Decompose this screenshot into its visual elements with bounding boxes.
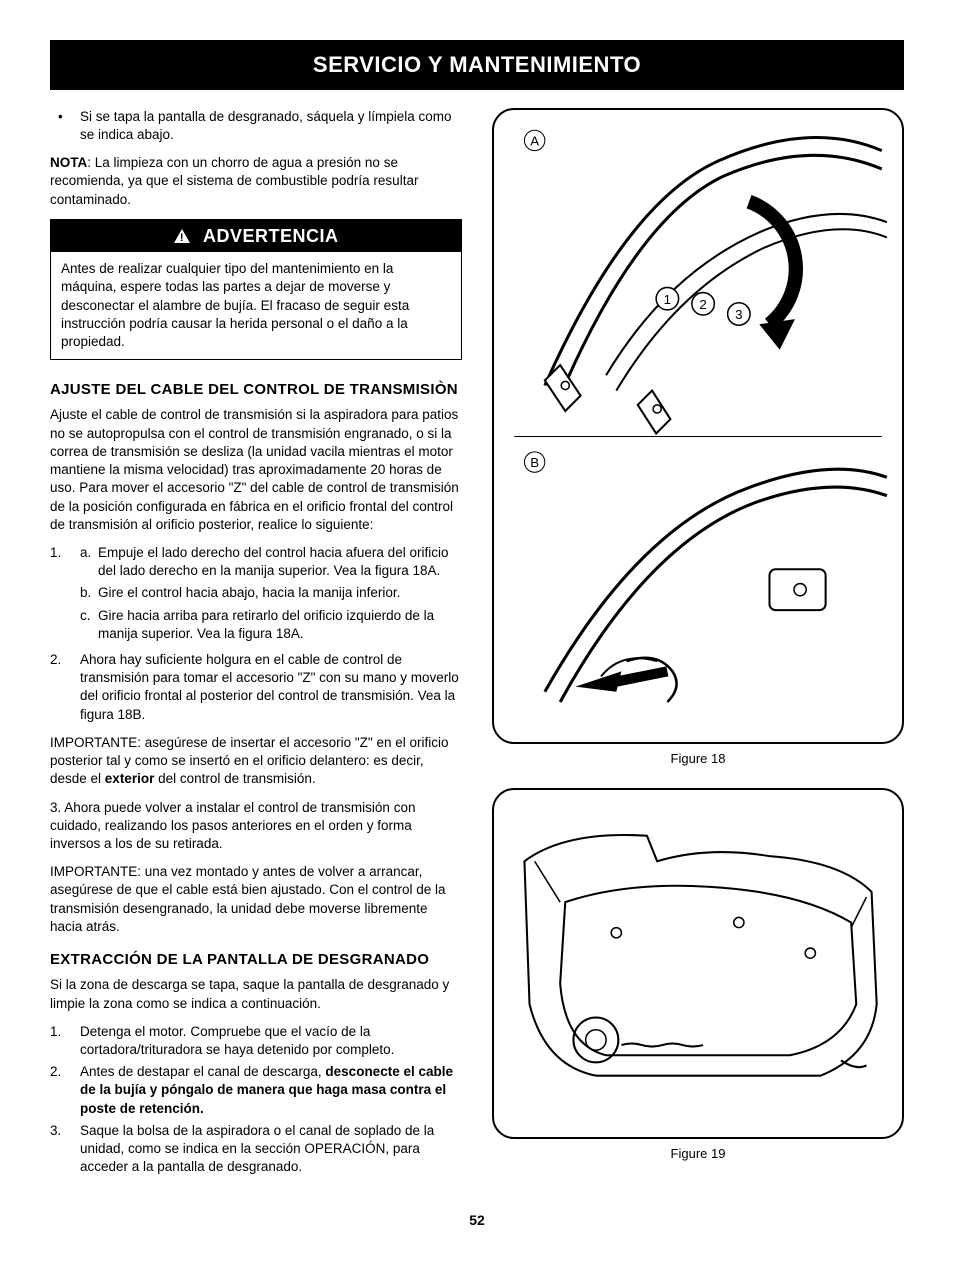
- numbered-list: 1. Detenga el motor. Compruebe que el va…: [50, 1023, 462, 1177]
- imp-bold: exterior: [105, 771, 155, 786]
- sub-text: Gire el control hacia abajo, hacia la ma…: [98, 584, 462, 602]
- sub-letter: b.: [80, 584, 98, 602]
- svg-text:3: 3: [735, 307, 742, 322]
- item-pre: Antes de destapar el canal de descarga,: [80, 1064, 325, 1079]
- section-paragraph: Si la zona de descarga se tapa, saque la…: [50, 976, 462, 1012]
- list-item: 1. a. Empuje el lado derecho del control…: [50, 544, 462, 647]
- sub-item: c. Gire hacia arriba para retirarlo del …: [80, 607, 462, 643]
- svg-text:2: 2: [699, 297, 706, 312]
- section-heading: EXTRACCIÓN DE LA PANTALLA DE DESGRANADO: [50, 950, 462, 970]
- left-column: • Si se tapa la pantalla de desgranado, …: [50, 108, 462, 1187]
- page-title: SERVICIO Y MANTENIMIENTO: [50, 40, 904, 90]
- svg-text:A: A: [530, 133, 539, 148]
- warning-header-text: ADVERTENCIA: [203, 226, 339, 246]
- sub-letter: c.: [80, 607, 98, 643]
- item-number: 1.: [50, 544, 80, 647]
- warning-body: Antes de realizar cualquier tipo del man…: [51, 252, 461, 359]
- note-label: NOTA: [50, 155, 87, 170]
- figure-18-frame: A 1 2 3: [492, 108, 904, 745]
- bullet-item: • Si se tapa la pantalla de desgranado, …: [50, 108, 462, 144]
- section-paragraph: 3. Ahora puede volver a instalar el cont…: [50, 799, 462, 854]
- sub-text: Gire hacia arriba para retirarlo del ori…: [98, 607, 462, 643]
- warning-box: ! ADVERTENCIA Antes de realizar cualquie…: [50, 219, 462, 360]
- list-item: 2. Ahora hay suficiente holgura en el ca…: [50, 651, 462, 724]
- item-number: 2.: [50, 1063, 80, 1118]
- item-text: Antes de destapar el canal de descarga, …: [80, 1063, 462, 1118]
- item-text: Saque la bolsa de la aspiradora o el can…: [80, 1122, 462, 1177]
- bullet-dot: •: [50, 108, 80, 144]
- figure-18-caption: Figure 18: [492, 750, 904, 768]
- content-columns: • Si se tapa la pantalla de desgranado, …: [50, 108, 904, 1187]
- warning-triangle-icon: !: [173, 226, 197, 246]
- list-item: 2. Antes de destapar el canal de descarg…: [50, 1063, 462, 1118]
- bullet-text: Si se tapa la pantalla de desgranado, sá…: [80, 108, 462, 144]
- list-item: 3. Saque la bolsa de la aspiradora o el …: [50, 1122, 462, 1177]
- numbered-list: 1. a. Empuje el lado derecho del control…: [50, 544, 462, 724]
- list-item: 1. Detenga el motor. Compruebe que el va…: [50, 1023, 462, 1059]
- important-paragraph: IMPORTANTE: una vez montado y antes de v…: [50, 863, 462, 936]
- figure-19-frame: [492, 788, 904, 1139]
- sub-item: a. Empuje el lado derecho del control ha…: [80, 544, 462, 580]
- note-text: : La limpieza con un chorro de agua a pr…: [50, 155, 418, 206]
- important-paragraph: IMPORTANTE: asegúrese de insertar el acc…: [50, 734, 462, 789]
- item-number: 1.: [50, 1023, 80, 1059]
- svg-text:B: B: [530, 455, 539, 470]
- right-column: A 1 2 3: [492, 108, 904, 1187]
- figure-19-caption: Figure 19: [492, 1145, 904, 1163]
- item-number: 3.: [50, 1122, 80, 1177]
- item-text: Detenga el motor. Compruebe que el vacío…: [80, 1023, 462, 1059]
- warning-header: ! ADVERTENCIA: [51, 220, 461, 252]
- figure-18-diagram: A 1 2 3: [504, 120, 892, 733]
- imp-post: del control de transmisión.: [154, 771, 315, 786]
- item-text: Ahora hay suficiente holgura en el cable…: [80, 651, 462, 724]
- item-number: 2.: [50, 651, 80, 724]
- section-heading: AJUSTE DEL CABLE DEL CONTROL DE TRANSMIS…: [50, 380, 462, 400]
- figure-19-diagram: [504, 800, 892, 1127]
- sub-letter: a.: [80, 544, 98, 580]
- sub-item: b. Gire el control hacia abajo, hacia la…: [80, 584, 462, 602]
- sub-text: Empuje el lado derecho del control hacia…: [98, 544, 462, 580]
- svg-text:1: 1: [664, 291, 671, 306]
- svg-text:!: !: [180, 232, 184, 244]
- page-number: 52: [50, 1211, 904, 1230]
- section-paragraph: Ajuste el cable de control de transmisió…: [50, 406, 462, 534]
- note-paragraph: NOTA: La limpieza con un chorro de agua …: [50, 154, 462, 209]
